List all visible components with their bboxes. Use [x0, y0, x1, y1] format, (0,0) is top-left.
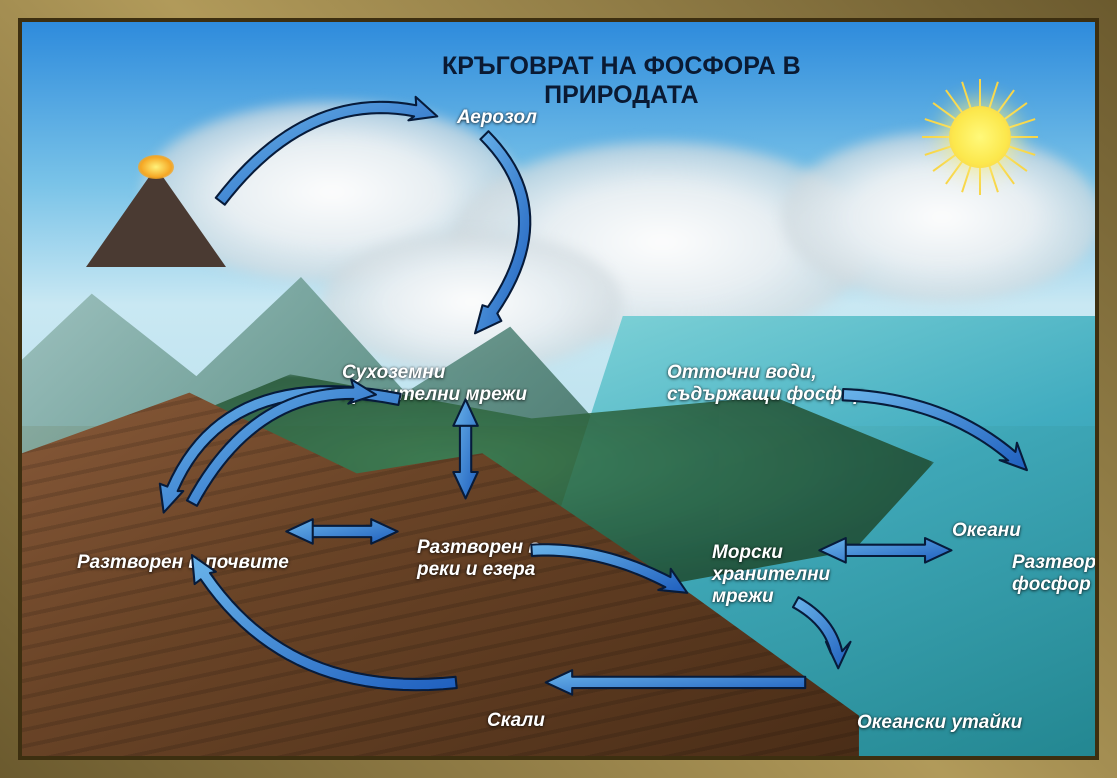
label-oceans: Океани — [952, 520, 1021, 542]
diagram-title: КРЪГОВРАТ НА ФОСФОРА В ПРИРОДАТА — [442, 52, 801, 110]
label-marine: Морски хранителни мрежи — [712, 542, 830, 608]
label-soil: Разтворен в почвите — [77, 552, 289, 574]
label-runoff: Отточни води, съдържащи фосфор — [667, 362, 865, 406]
label-terrestrial: Сухоземни хранителни мрежи — [342, 362, 527, 406]
sun-icon — [920, 77, 1040, 197]
canvas-border: КРЪГОВРАТ НА ФОСФОРА В ПРИРОДАТА Аерозол… — [18, 18, 1099, 760]
label-aerosol: Аерозол — [457, 107, 537, 129]
volcano-icon — [86, 147, 226, 267]
ornate-frame: КРЪГОВРАТ НА ФОСФОРА В ПРИРОДАТА Аерозол… — [0, 0, 1117, 778]
scene: КРЪГОВРАТ НА ФОСФОРА В ПРИРОДАТА Аерозол… — [22, 22, 1095, 756]
label-dissolvedp: Разтворен фосфор — [1012, 552, 1099, 596]
label-rocks: Скали — [487, 710, 545, 732]
label-sediments: Океански утайки — [857, 712, 1022, 734]
label-rivers: Разтворен в реки и езера — [417, 537, 540, 581]
